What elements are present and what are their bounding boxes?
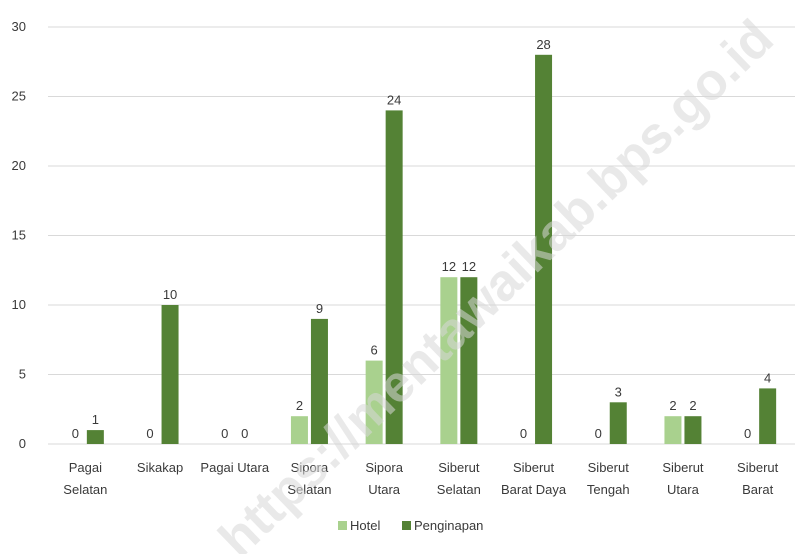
data-label: 0 xyxy=(72,426,79,441)
bar-penginapan xyxy=(759,388,777,444)
x-category-label: Utara xyxy=(368,482,401,497)
legend-label: Hotel xyxy=(350,518,380,533)
x-category-label: Siberut xyxy=(737,460,779,475)
data-label: 12 xyxy=(462,259,476,274)
x-category-label: Pagai xyxy=(69,460,102,475)
x-category-label: Selatan xyxy=(437,482,481,497)
data-label: 0 xyxy=(241,426,248,441)
x-category-label: Selatan xyxy=(63,482,107,497)
data-label: 0 xyxy=(146,426,153,441)
data-label: 0 xyxy=(744,426,751,441)
data-label: 2 xyxy=(296,398,303,413)
x-category-label: Selatan xyxy=(287,482,331,497)
bar-penginapan xyxy=(609,402,627,444)
bar-hotel xyxy=(290,416,308,444)
x-category-label: Barat Daya xyxy=(501,482,567,497)
x-category-label: Sikakap xyxy=(137,460,183,475)
data-label: 2 xyxy=(669,398,676,413)
bar-penginapan xyxy=(460,277,478,444)
x-category-label: Utara xyxy=(667,482,700,497)
y-tick-label: 5 xyxy=(19,367,26,382)
bar-penginapan xyxy=(535,54,553,445)
legend-swatch xyxy=(402,521,411,530)
data-label: 0 xyxy=(221,426,228,441)
y-tick-label: 30 xyxy=(12,19,26,34)
y-tick-label: 20 xyxy=(12,158,26,173)
bar-penginapan xyxy=(684,416,702,444)
data-label: 9 xyxy=(316,301,323,316)
x-category-label: Siberut xyxy=(662,460,704,475)
x-axis-categories: Pagai Selatan Sikakap Pagai Utara Sipora Sela… xyxy=(63,460,778,497)
data-label: 4 xyxy=(764,370,771,385)
x-category-label: Barat xyxy=(742,482,773,497)
data-label: 0 xyxy=(520,426,527,441)
bar-hotel xyxy=(365,360,383,444)
data-label: 10 xyxy=(163,287,177,302)
data-label: 0 xyxy=(595,426,602,441)
data-label: 2 xyxy=(689,398,696,413)
x-category-label: Siberut xyxy=(513,460,555,475)
bars xyxy=(86,54,777,445)
data-label: 12 xyxy=(442,259,456,274)
legend-swatch xyxy=(338,521,347,530)
x-category-label: Sipora xyxy=(291,460,329,475)
data-label: 6 xyxy=(371,343,378,358)
bar-penginapan xyxy=(385,110,403,445)
bar-penginapan xyxy=(310,318,328,444)
bar-hotel xyxy=(440,277,458,444)
y-tick-label: 25 xyxy=(12,89,26,104)
y-tick-label: 0 xyxy=(19,436,26,451)
x-category-label: Siberut xyxy=(588,460,630,475)
x-category-label: Sipora xyxy=(365,460,403,475)
bar-penginapan xyxy=(86,430,104,444)
legend-label: Penginapan xyxy=(414,518,483,533)
x-category-label: Tengah xyxy=(587,482,630,497)
y-tick-label: 15 xyxy=(12,228,26,243)
y-tick-label: 10 xyxy=(12,297,26,312)
legend: Hotel Penginapan xyxy=(338,518,483,533)
x-category-label: Siberut xyxy=(438,460,480,475)
bar-penginapan xyxy=(161,305,179,444)
bar-hotel xyxy=(664,416,682,444)
data-label: 1 xyxy=(92,412,99,427)
data-label: 3 xyxy=(615,384,622,399)
x-category-label: Pagai Utara xyxy=(200,460,269,475)
data-label: 28 xyxy=(536,37,550,52)
data-label: 24 xyxy=(387,92,401,107)
y-axis-ticks: 0 5 10 15 20 25 30 xyxy=(12,19,26,451)
